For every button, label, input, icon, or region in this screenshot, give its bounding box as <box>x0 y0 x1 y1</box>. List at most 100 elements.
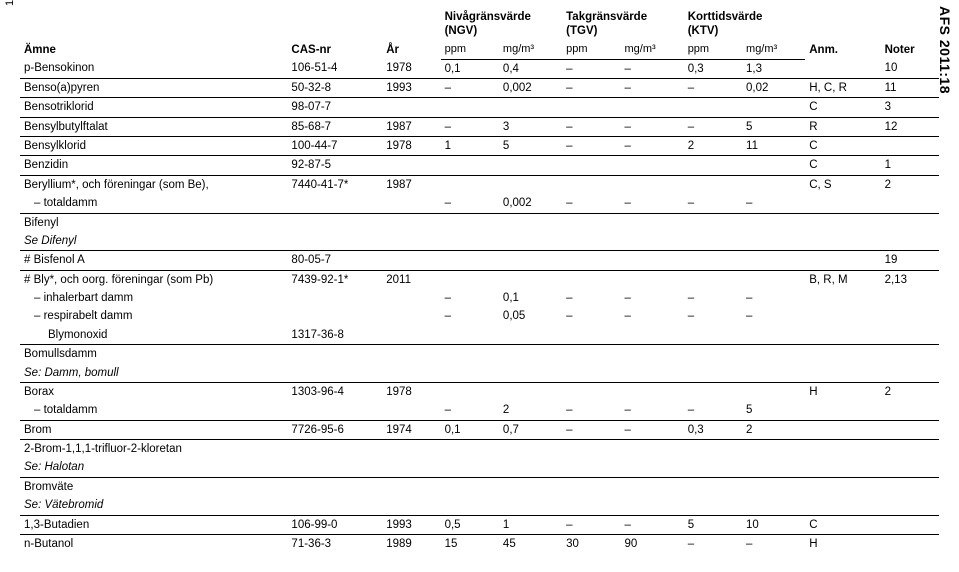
cell <box>562 326 620 345</box>
cell: Blymonoxid <box>20 326 287 345</box>
cell: 1989 <box>382 534 440 553</box>
cell <box>620 175 683 194</box>
cell <box>805 345 880 364</box>
cell <box>881 345 939 364</box>
cell <box>562 175 620 194</box>
table-row: Borax1303-96-41978H2 <box>20 382 939 401</box>
cell: 11 <box>742 137 805 156</box>
cell <box>881 137 939 156</box>
col-ktv: Korttidsvärde (KTV) <box>684 8 806 41</box>
cell: 12 <box>881 117 939 136</box>
cell <box>382 307 440 325</box>
cell <box>684 477 742 496</box>
cell <box>499 232 562 251</box>
cell <box>805 289 880 307</box>
cell: 1,3-Butadien <box>20 515 287 534</box>
cell: H <box>805 382 880 401</box>
cell <box>881 420 939 439</box>
cell <box>881 307 939 325</box>
cell <box>287 496 382 515</box>
cell <box>562 98 620 117</box>
cell: 100-44-7 <box>287 137 382 156</box>
cell: 0,1 <box>499 289 562 307</box>
cell <box>620 382 683 401</box>
cell <box>287 477 382 496</box>
cell: – <box>620 515 683 534</box>
cell: 2 <box>881 175 939 194</box>
cell: 50-32-8 <box>287 78 382 97</box>
cell: – <box>441 78 499 97</box>
cell: – <box>684 534 742 553</box>
cell: Se Difenyl <box>20 232 287 251</box>
cell: 7439-92-1* <box>287 270 382 289</box>
cell: 1978 <box>382 137 440 156</box>
col-ktv-label: Korttidsvärde <box>688 11 763 23</box>
cell: 2 <box>499 401 562 420</box>
cell: – <box>441 307 499 325</box>
cell: – <box>562 420 620 439</box>
cell: B, R, M <box>805 270 880 289</box>
cell <box>620 364 683 383</box>
cell: – <box>562 401 620 420</box>
cell <box>441 496 499 515</box>
col-tgv-label: Takgränsvärde <box>566 11 647 23</box>
cell: C <box>805 98 880 117</box>
cell <box>805 251 880 270</box>
unit-tgv-mg: mg/m³ <box>620 41 683 59</box>
col-tgv-sub: (TGV) <box>566 25 597 37</box>
cell <box>441 364 499 383</box>
cell <box>684 213 742 232</box>
cell <box>441 213 499 232</box>
cell: 0,02 <box>742 78 805 97</box>
cell: 11 <box>881 78 939 97</box>
cell: 2,13 <box>881 270 939 289</box>
table-row: Blymonoxid1317-36-8 <box>20 326 939 345</box>
cell <box>742 156 805 175</box>
cell: – <box>684 117 742 136</box>
cell <box>499 458 562 477</box>
cell: H, C, R <box>805 78 880 97</box>
cell <box>620 477 683 496</box>
table-row: p-Bensokinon106-51-419780,10,4––0,31,310 <box>20 59 939 78</box>
cell <box>684 364 742 383</box>
cell <box>805 496 880 515</box>
cell <box>742 477 805 496</box>
cell: – respirabelt damm <box>20 307 287 325</box>
cell: 0,3 <box>684 59 742 78</box>
cell <box>742 458 805 477</box>
cell: – <box>441 289 499 307</box>
cell <box>499 270 562 289</box>
table-row: Benzidin92-87-5C1 <box>20 156 939 175</box>
cell <box>881 213 939 232</box>
cell <box>499 345 562 364</box>
cell: 1987 <box>382 117 440 136</box>
cell <box>382 213 440 232</box>
cell: 0,1 <box>441 59 499 78</box>
cell: – <box>620 117 683 136</box>
cell: – <box>684 307 742 325</box>
cell: 1974 <box>382 420 440 439</box>
unit-ngv-mg: mg/m³ <box>499 41 562 59</box>
cell <box>805 326 880 345</box>
cell: 1978 <box>382 59 440 78</box>
cell <box>684 382 742 401</box>
cell: – totaldamm <box>20 401 287 420</box>
table-row: Bifenyl <box>20 213 939 232</box>
cell <box>562 156 620 175</box>
cell: Beryllium*, och föreningar (som Be), <box>20 175 287 194</box>
cell: 0,05 <box>499 307 562 325</box>
col-anm: Anm. <box>805 8 880 59</box>
cell <box>499 326 562 345</box>
cell: 1 <box>441 137 499 156</box>
cell: 1,3 <box>742 59 805 78</box>
table-row: Brom7726-95-619740,10,7––0,32 <box>20 420 939 439</box>
cell <box>441 477 499 496</box>
cell <box>684 326 742 345</box>
cell <box>382 156 440 175</box>
col-noter: Noter <box>881 8 939 59</box>
cell <box>382 251 440 270</box>
cell: 15 <box>441 534 499 553</box>
cell: 71-36-3 <box>287 534 382 553</box>
cell: 5 <box>742 117 805 136</box>
cell <box>287 307 382 325</box>
